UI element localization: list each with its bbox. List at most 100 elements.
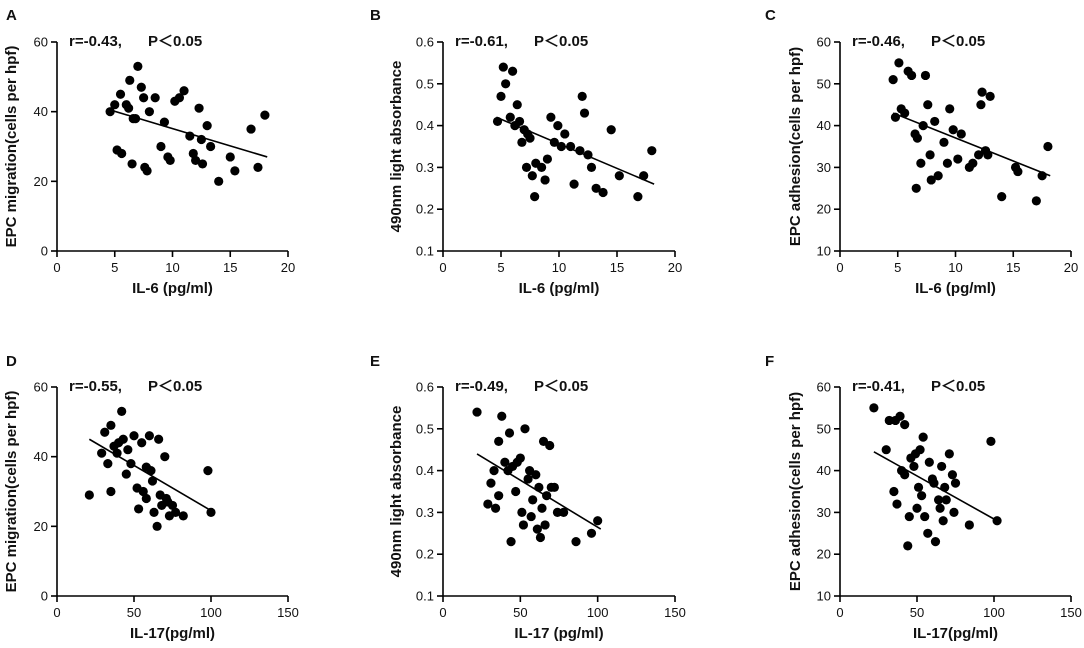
y-tick-label-a: 60: [34, 35, 48, 50]
data-point-d: [160, 452, 170, 462]
data-point-a: [188, 148, 198, 159]
data-point-e: [504, 428, 515, 438]
data-point-b: [540, 175, 550, 185]
correlation-r-e: r=-0.49,: [455, 378, 508, 395]
x-tick-label-a: 15: [223, 260, 237, 275]
correlation-r-b: r=-0.61,: [455, 33, 508, 50]
data-point-f: [935, 503, 945, 513]
panel-e: Er=-0.49, P＜0.05 0 50 100 150 0.1 0.2 0.3 0.4 0.5 0…: [370, 353, 686, 642]
correlation-r-d: r=-0.55,: [69, 378, 122, 395]
data-point-f: [937, 461, 947, 472]
data-point-e: [586, 528, 597, 538]
panel-letter-f: F: [765, 353, 774, 370]
regression-line-b: [496, 116, 655, 185]
data-point-c: [923, 100, 933, 110]
data-point-c: [911, 183, 921, 193]
p-value-d: P＜0.05: [148, 378, 202, 395]
data-point-f: [941, 495, 951, 505]
data-point-c: [926, 175, 936, 185]
y-axis-title-c: EPC adhesion(cells per hpf): [787, 47, 804, 246]
panel-a: Ar=-0.43, P＜0.05 0 5 10 15 20 0 20 40 60 IL-6 (pg/m…: [3, 7, 295, 297]
data-point-b: [647, 146, 657, 156]
x-tick-label-b: 5: [497, 260, 504, 275]
data-point-d: [146, 466, 156, 476]
data-point-e: [486, 478, 496, 488]
y-axis-title-f: EPC adhesion(cells per hpf): [787, 392, 804, 591]
x-tick-label-d: 50: [127, 605, 141, 620]
x-tick-label-e: 100: [587, 605, 609, 620]
data-point-c: [953, 154, 963, 164]
data-point-c: [888, 75, 898, 85]
data-point-d: [100, 427, 110, 437]
y-tick-label-e: 0.1: [416, 589, 434, 604]
data-point-e: [537, 503, 547, 513]
data-point-e: [494, 491, 504, 501]
p-value-e: P＜0.05: [534, 378, 588, 395]
data-point-b: [566, 141, 576, 152]
y-tick-label-c: 10: [817, 244, 831, 259]
x-tick-label-c: 10: [948, 260, 962, 275]
data-point-f: [869, 403, 879, 413]
x-tick-label-f: 0: [836, 605, 843, 620]
y-tick-label-d: 60: [34, 380, 48, 395]
data-point-b: [501, 79, 511, 89]
data-point-c: [925, 150, 935, 160]
data-point-c: [939, 137, 949, 147]
data-point-a: [194, 103, 204, 113]
data-point-c: [907, 70, 917, 81]
data-point-b: [537, 162, 547, 172]
x-tick-label-d: 0: [53, 605, 60, 620]
data-point-e: [523, 474, 533, 484]
data-point-c: [930, 116, 940, 127]
x-tick-label-a: 10: [165, 260, 179, 275]
data-point-e: [535, 532, 546, 543]
data-point-c: [1043, 141, 1053, 152]
data-point-d: [118, 434, 128, 444]
x-tick-label-b: 0: [439, 260, 446, 275]
data-point-d: [121, 469, 131, 479]
x-tick-label-e: 0: [439, 605, 446, 620]
data-point-d: [106, 420, 116, 430]
data-point-f: [924, 457, 934, 467]
data-point-d: [147, 476, 158, 486]
data-point-a: [253, 162, 263, 172]
y-axis-title-b: 490nm light absorbance: [388, 61, 405, 233]
data-point-a: [127, 159, 137, 169]
data-point-e: [531, 470, 541, 480]
y-tick-label-c: 50: [817, 76, 831, 91]
data-point-d: [97, 448, 107, 458]
data-point-a: [202, 121, 212, 131]
x-tick-label-a: 0: [53, 260, 60, 275]
data-point-a: [197, 159, 208, 169]
data-point-d: [152, 521, 162, 531]
data-point-a: [125, 75, 135, 85]
data-point-a: [179, 86, 189, 96]
data-point-a: [133, 61, 143, 71]
regression-line-f: [873, 451, 998, 522]
x-tick-label-f: 150: [1060, 605, 1082, 620]
data-point-f: [917, 491, 927, 501]
data-point-e: [515, 453, 525, 463]
data-point-f: [881, 445, 891, 455]
p-value-b: P＜0.05: [534, 33, 588, 50]
y-tick-label-b: 0.6: [416, 35, 434, 50]
y-tick-label-d: 0: [41, 589, 48, 604]
data-point-b: [514, 116, 525, 127]
y-tick-label-b: 0.4: [416, 118, 434, 133]
data-point-d: [141, 493, 151, 504]
data-point-b: [517, 137, 527, 147]
data-point-f: [950, 478, 961, 488]
data-point-d: [178, 511, 188, 521]
panel-letter-e: E: [370, 353, 380, 370]
data-point-e: [549, 482, 559, 492]
correlation-r-a: r=-0.43,: [69, 33, 122, 50]
data-point-b: [591, 183, 601, 193]
y-tick-label-e: 0.5: [416, 421, 434, 436]
y-axis-title-a: EPC migration(cells per hpf): [3, 46, 20, 248]
data-point-e: [540, 520, 550, 530]
data-point-c: [916, 158, 926, 168]
data-point-f: [949, 507, 959, 517]
x-axis-title-b: IL-6 (pg/ml): [519, 280, 600, 297]
y-tick-label-b: 0.1: [416, 244, 434, 259]
x-axis-title-d: IL-17(pg/ml): [130, 625, 215, 642]
